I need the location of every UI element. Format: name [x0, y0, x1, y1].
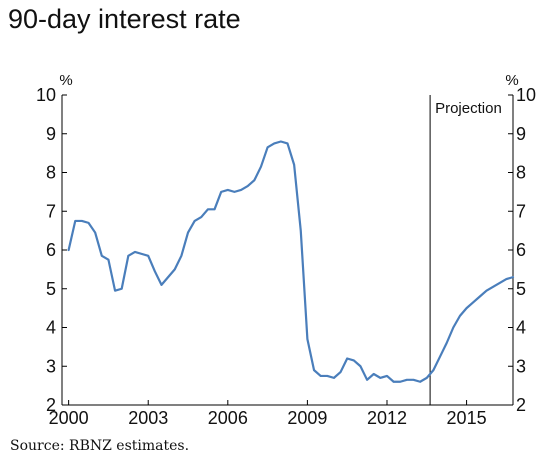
- chart-title: 90-day interest rate: [8, 4, 241, 34]
- plot-frame: [61, 95, 514, 406]
- y-tick-label-right: 7: [516, 201, 526, 221]
- x-tick-label: 2000: [49, 408, 89, 428]
- right-axis-unit: %: [505, 72, 518, 89]
- y-tick-label-left: 8: [46, 163, 56, 183]
- y-tick-label-right: 5: [516, 279, 526, 299]
- x-tick-label: 2003: [128, 408, 168, 428]
- x-tick-label: 2009: [287, 408, 327, 428]
- y-tick-label-left: 10: [36, 85, 56, 105]
- y-tick-label-right: 6: [516, 240, 526, 260]
- y-tick-label-left: 3: [46, 356, 56, 376]
- y-tick-label-left: 2: [46, 395, 56, 415]
- axis-ticks: [62, 94, 513, 406]
- left-axis-unit: %: [59, 72, 72, 89]
- y-tick-label-left: 6: [46, 240, 56, 260]
- x-tick-label: 2006: [208, 408, 248, 428]
- y-tick-label-left: 5: [46, 279, 56, 299]
- x-tick-label: 2015: [447, 408, 487, 428]
- projection-label: Projection: [435, 100, 502, 117]
- y-tick-label-right: 2: [516, 395, 526, 415]
- y-tick-label-left: 9: [46, 124, 56, 144]
- y-tick-label-left: 4: [46, 318, 56, 338]
- x-tick-label: 2012: [367, 408, 407, 428]
- interest-rate-line: [67, 140, 515, 383]
- axis-tick-labels: 2 2 3 3 4 4 5 5 6 6 7 7 8 8 9 9 10 10 2000 2003 2006 2009 2012…: [36, 85, 536, 428]
- y-tick-label-right: 4: [516, 318, 526, 338]
- series-lines: [67, 140, 515, 383]
- y-tick-label-right: 3: [516, 356, 526, 376]
- y-tick-label-right: 9: [516, 124, 526, 144]
- y-tick-label-left: 7: [46, 201, 56, 221]
- source-note: Source: RBNZ estimates.: [10, 438, 190, 454]
- y-tick-label-right: 10: [516, 85, 536, 105]
- y-tick-label-right: 8: [516, 163, 526, 183]
